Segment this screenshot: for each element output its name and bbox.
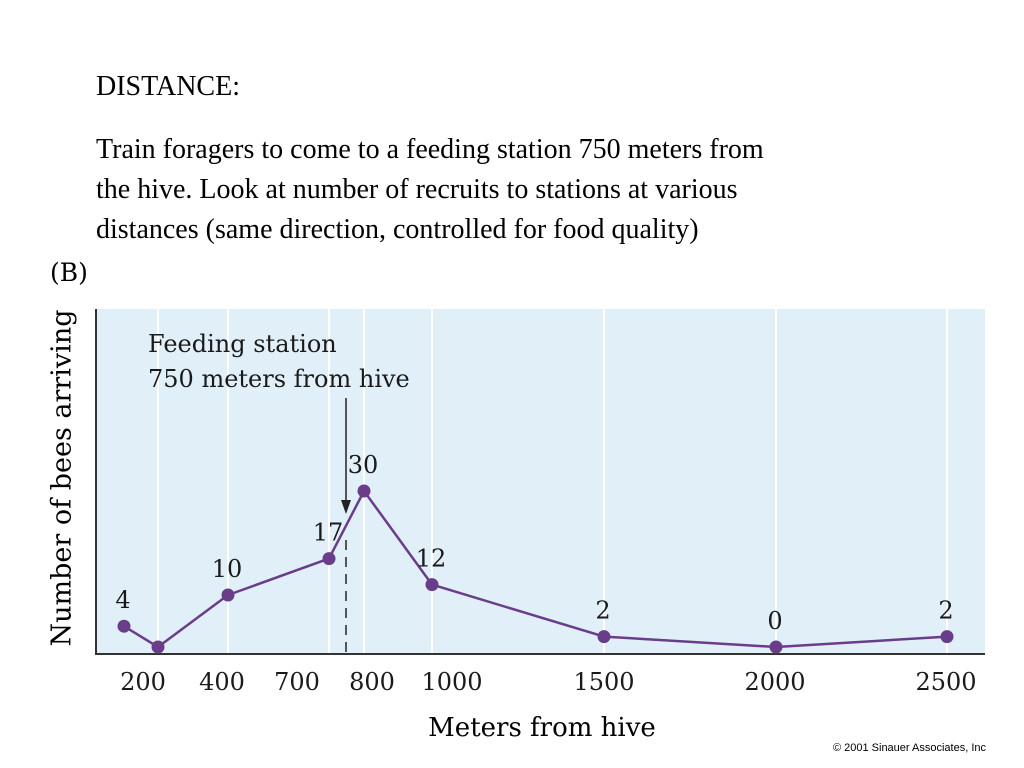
- x-tick-label: 1500: [573, 668, 634, 696]
- data-point: [221, 588, 235, 602]
- x-tick-label: 700: [274, 668, 320, 696]
- data-point: [597, 630, 611, 644]
- x-tick-label: 200: [120, 668, 166, 696]
- data-label: 0: [767, 607, 782, 635]
- paragraph-line: the hive. Look at number of recruits to …: [96, 174, 738, 205]
- data-point: [425, 578, 439, 592]
- x-tick-label: 1000: [421, 668, 482, 696]
- x-tick-label: 2500: [915, 668, 976, 696]
- paragraph-line: Train foragers to come to a feeding stat…: [96, 134, 764, 165]
- data-point: [769, 640, 783, 654]
- annotation-text: 750 meters from hive: [148, 365, 410, 393]
- data-label: 30: [348, 451, 379, 479]
- data-label: 17: [313, 519, 344, 547]
- plot-area: [96, 309, 985, 654]
- copyright-notice: © 2001 Sinauer Associates, Inc: [832, 742, 986, 754]
- data-point: [322, 552, 336, 566]
- slide-heading: DISTANCE:: [96, 71, 240, 102]
- data-point: [117, 619, 131, 633]
- x-axis-title: Meters from hive: [428, 713, 656, 743]
- data-point: [151, 640, 165, 654]
- paragraph-line: distances (same direction, controlled fo…: [96, 214, 699, 245]
- data-point: [940, 630, 954, 644]
- x-tick-label: 400: [199, 668, 245, 696]
- data-label: 2: [938, 597, 953, 625]
- x-tick-label: 800: [349, 668, 395, 696]
- data-point: [357, 484, 371, 498]
- x-tick-label: 2000: [744, 668, 805, 696]
- panel-label: (B): [50, 258, 88, 287]
- slide-paragraph: Train foragers to come to a feeding stat…: [96, 130, 936, 250]
- data-label: 2: [595, 597, 610, 625]
- data-label: 4: [115, 586, 130, 614]
- data-label: 10: [212, 555, 243, 583]
- data-label: 12: [416, 545, 447, 573]
- annotation-arrow-head: [341, 500, 351, 514]
- annotation-text: Feeding station: [148, 330, 337, 358]
